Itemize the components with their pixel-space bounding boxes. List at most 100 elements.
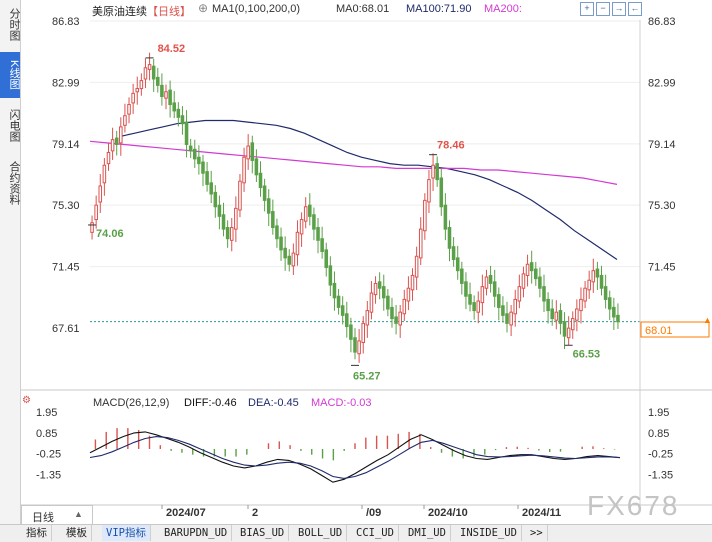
candle	[229, 217, 234, 252]
candle	[151, 59, 156, 92]
price-arrow-icon[interactable]: ▲	[703, 315, 712, 325]
sidebar: 分时图 K线图 闪电图 合约资料	[0, 0, 21, 524]
candle	[213, 185, 218, 218]
candle	[328, 256, 333, 297]
candle	[488, 265, 493, 293]
candle	[123, 103, 127, 133]
candle	[423, 193, 427, 240]
scroll-right-icon[interactable]: →	[612, 2, 626, 16]
candle	[460, 261, 464, 295]
candle	[192, 139, 197, 168]
candle	[205, 162, 209, 192]
tab-tick-chart[interactable]: 闪电图	[8, 108, 20, 142]
candle	[361, 316, 365, 354]
x-tick: 2	[252, 507, 258, 519]
price-annotation: 74.06	[96, 228, 124, 240]
y-tick-right: 82.99	[648, 77, 676, 89]
candle	[238, 174, 242, 218]
indicator-tabs: 指标 模板 VIP指标 BARUPDN_UD BIAS_UD BOLL_UD C…	[0, 524, 712, 542]
candle	[513, 289, 518, 327]
candle	[266, 189, 271, 227]
tab-vip-indicators[interactable]: VIP指标	[102, 525, 151, 541]
settings-icon[interactable]: ⊕	[198, 1, 209, 15]
last-price-tag	[640, 321, 710, 338]
diff-line	[89, 431, 621, 483]
candle	[188, 138, 193, 159]
candle	[455, 245, 460, 280]
macd-settings-icon[interactable]: ⚙	[22, 395, 31, 406]
tab-inside[interactable]: INSIDE_UD	[456, 525, 522, 541]
zoom-in-icon[interactable]: +	[580, 2, 594, 16]
price-annotation: 65.27	[353, 370, 381, 382]
candle	[135, 76, 140, 105]
tab-timeshare[interactable]: 分时图	[8, 7, 20, 41]
candle	[357, 328, 361, 363]
candle	[538, 267, 542, 298]
candle	[414, 246, 419, 290]
ma200-value: MA200:	[484, 3, 522, 15]
candle	[242, 147, 246, 192]
candle	[234, 196, 238, 243]
tab-contract-info[interactable]: 合约资料	[8, 161, 20, 205]
candle	[418, 217, 423, 266]
time-axis: 2024/07 2/09 2024/10 2024/11	[161, 505, 561, 519]
x-tick: 2024/10	[428, 507, 468, 519]
candle	[579, 287, 583, 324]
ma0-value: MA0:68.01	[336, 3, 390, 15]
macd-tick-left: -1.35	[36, 470, 61, 482]
candle	[131, 83, 135, 114]
macd-macd-value: MACD:-0.03	[311, 397, 372, 409]
candle	[525, 254, 530, 287]
macd-params: MACD(26,12,9)	[93, 397, 169, 409]
candle	[172, 90, 176, 119]
candle	[575, 299, 579, 332]
candle	[180, 106, 185, 135]
tab-indicators[interactable]: 指标	[22, 525, 52, 541]
candle	[303, 197, 308, 229]
candle	[373, 276, 378, 304]
tab-dmi[interactable]: DMI_UD	[404, 525, 451, 541]
candle	[607, 290, 612, 321]
macd-tick-left: -0.25	[36, 449, 61, 461]
tab-more[interactable]: >>	[526, 525, 548, 541]
candle	[386, 289, 390, 317]
macd-tick-right: 0.85	[648, 428, 669, 440]
tab-barupdn[interactable]: BARUPDN_UD	[160, 525, 233, 541]
candle	[197, 145, 201, 175]
zoom-out-icon[interactable]: −	[596, 2, 610, 16]
candle	[353, 328, 357, 360]
candle	[312, 207, 316, 241]
scroll-left-icon[interactable]: ←	[628, 2, 642, 16]
macd-tick-left: 0.85	[36, 428, 57, 440]
candle	[381, 274, 386, 311]
period-selector[interactable]: 日线 ▲	[21, 505, 93, 525]
tab-templates[interactable]: 模板	[62, 525, 92, 541]
candle	[262, 178, 267, 212]
tab-bias[interactable]: BIAS_UD	[236, 525, 290, 541]
candle	[583, 281, 587, 309]
chevron-up-icon: ▲	[74, 509, 83, 519]
candle	[164, 84, 168, 110]
candle	[90, 215, 94, 240]
ma100-value: MA100:71.90	[406, 3, 472, 15]
tab-cci[interactable]: CCI_UD	[352, 525, 399, 541]
ma100-line	[119, 119, 618, 260]
tab-boll[interactable]: BOLL_UD	[294, 525, 348, 541]
candle	[345, 301, 349, 338]
candle	[587, 270, 591, 299]
watermark-logo: FX678	[587, 490, 680, 521]
candle	[435, 156, 439, 187]
candle	[324, 242, 329, 277]
y-tick-right: 79.14	[648, 139, 676, 151]
tab-kline[interactable]: K线图	[0, 52, 20, 98]
candle	[562, 312, 567, 350]
macd-dea-value: DEA:-0.45	[248, 397, 299, 409]
candle	[160, 73, 164, 106]
candle	[201, 154, 205, 187]
candle	[98, 174, 103, 213]
candle	[147, 52, 152, 81]
y-tick-left: 79.14	[52, 139, 80, 151]
candle	[472, 295, 476, 320]
candle	[616, 303, 620, 329]
macd-tick-right: -1.35	[648, 470, 673, 482]
